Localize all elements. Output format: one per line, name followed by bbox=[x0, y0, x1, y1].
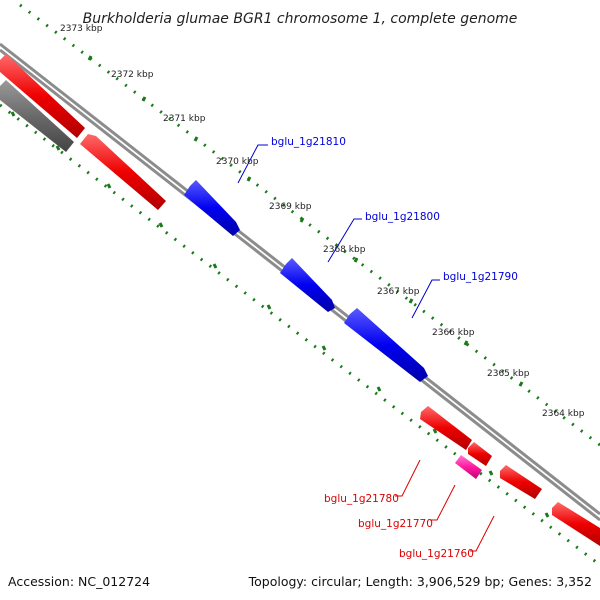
gene-labels: bglu_1g21810 bglu_1g21800 bglu_1g21790 b… bbox=[271, 136, 518, 560]
tick-label-2367: 2367 kbp bbox=[377, 287, 420, 297]
ruler-tick-mark bbox=[158, 222, 164, 228]
genome-summary-text: Topology: circular; Length: 3,906,529 bp… bbox=[248, 574, 592, 589]
ruler-tick-mark bbox=[353, 257, 359, 263]
tick-label-2369: 2369 kbp bbox=[269, 202, 312, 212]
leader-line bbox=[470, 515, 495, 552]
feature-track-left bbox=[0, 54, 166, 210]
tick-label-2370: 2370 kbp bbox=[216, 157, 259, 167]
ruler-tick-mark bbox=[141, 96, 147, 102]
reverse-gene-red[interactable] bbox=[0, 54, 85, 138]
tick-label-2365: 2365 kbp bbox=[487, 369, 530, 379]
ruler-tick-mark bbox=[266, 304, 272, 310]
reverse-gene-red[interactable] bbox=[552, 502, 600, 546]
ruler-tick-mark bbox=[488, 470, 494, 476]
tick-label-2373: 2373 kbp bbox=[60, 24, 103, 34]
gene-bglu-1g21780[interactable] bbox=[420, 406, 472, 450]
gene-label-bglu-1g21770[interactable]: bglu_1g21770 bbox=[358, 518, 433, 530]
reverse-gene-red[interactable] bbox=[468, 442, 492, 466]
gene-bglu-1g21810[interactable] bbox=[184, 180, 240, 236]
ruler-tick-mark bbox=[463, 340, 469, 346]
leader-line bbox=[430, 484, 456, 521]
map-title: Burkholderia glumae BGR1 chromosome 1, c… bbox=[83, 11, 518, 27]
leader-line bbox=[237, 144, 268, 184]
outer-ruler-line bbox=[19, 3, 600, 447]
inner-ruler-line bbox=[0, 103, 600, 567]
tick-label-2371: 2371 kbp bbox=[163, 114, 206, 124]
accession-text: Accession: NC_012724 bbox=[8, 574, 150, 589]
ruler-tick-mark bbox=[87, 55, 93, 61]
gene-bglu-1g21760[interactable] bbox=[500, 465, 542, 499]
reverse-gene-red[interactable] bbox=[80, 134, 166, 210]
leader-line bbox=[395, 459, 421, 497]
ruler-tick-mark bbox=[212, 263, 218, 269]
gene-label-bglu-1g21810[interactable]: bglu_1g21810 bbox=[271, 136, 346, 148]
ruler-tick-mark bbox=[55, 145, 61, 151]
ruler-tick-mark bbox=[518, 381, 524, 387]
tick-label-2364: 2364 kbp bbox=[542, 409, 585, 419]
leader-line bbox=[327, 218, 362, 263]
ruler-tick-mark bbox=[408, 298, 414, 304]
ruler-tick-mark bbox=[246, 176, 252, 182]
gene-label-bglu-1g21800[interactable]: bglu_1g21800 bbox=[365, 211, 440, 223]
ruler-tick-mark bbox=[106, 183, 112, 189]
label-leader-lines bbox=[237, 144, 495, 552]
reverse-gene-track bbox=[420, 406, 600, 546]
ruler-tick-mark bbox=[432, 428, 438, 434]
tick-label-2368: 2368 kbp bbox=[323, 245, 366, 255]
ruler-tick-mark bbox=[193, 136, 199, 142]
gene-bglu-1g21790[interactable] bbox=[344, 308, 428, 382]
dotted-ruler-lines bbox=[0, 3, 600, 567]
gene-label-bglu-1g21760[interactable]: bglu_1g21760 bbox=[399, 548, 474, 560]
ruler-tick-mark bbox=[376, 386, 382, 392]
ruler-tick-mark bbox=[321, 345, 327, 351]
ruler-tick-mark bbox=[10, 111, 16, 117]
tick-labels: 2373 kbp 2372 kbp 2371 kbp 2370 kbp 2369… bbox=[60, 24, 585, 419]
gene-label-bglu-1g21790[interactable]: bglu_1g21790 bbox=[443, 271, 518, 283]
leader-line bbox=[411, 279, 440, 319]
forward-gene-track bbox=[184, 180, 428, 382]
gene-label-bglu-1g21780[interactable]: bglu_1g21780 bbox=[324, 493, 399, 505]
tick-label-2372: 2372 kbp bbox=[111, 70, 154, 80]
gene-bglu-1g21800[interactable] bbox=[280, 258, 335, 312]
ruler-tick-mark bbox=[299, 217, 305, 223]
ruler-tick-marks bbox=[10, 55, 550, 518]
gray-feature[interactable] bbox=[0, 80, 74, 152]
tick-label-2366: 2366 kbp bbox=[432, 328, 475, 338]
ruler-tick-mark bbox=[544, 512, 550, 518]
gene-bglu-1g21770[interactable] bbox=[455, 455, 482, 479]
